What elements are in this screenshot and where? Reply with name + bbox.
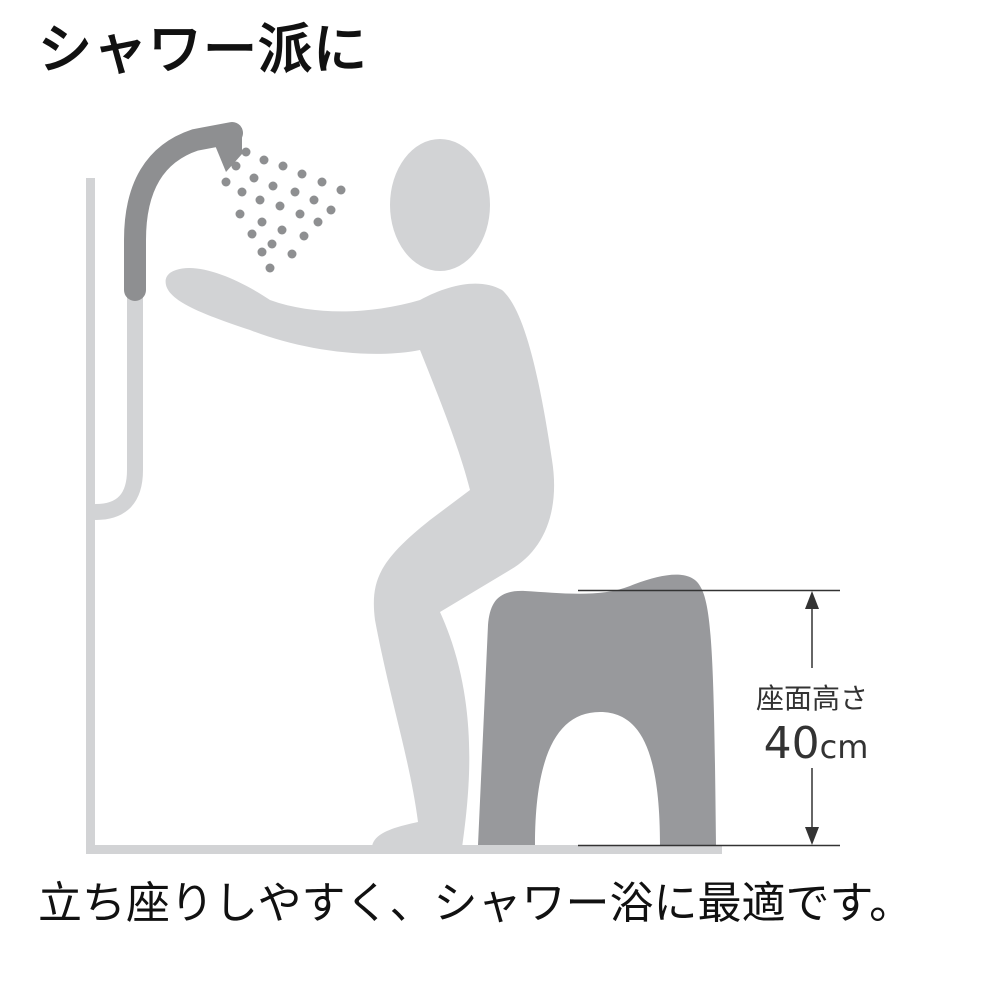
shower-head-icon (124, 122, 243, 301)
seat-height-dimension: 座面高さ 40cm (578, 589, 869, 847)
description-caption: 立ち座りしやすく、シャワー浴に最適です。 (38, 878, 914, 929)
seat-height-unit: cm (820, 728, 869, 766)
bath-stool-icon (478, 574, 716, 845)
seat-height-value-group: 40cm (764, 718, 869, 769)
shower-hose (88, 282, 143, 520)
seat-height-label: 座面高さ (756, 682, 868, 715)
double-arrow-icon (805, 591, 819, 845)
person-figure-icon (165, 139, 555, 848)
seat-height-value: 40 (764, 718, 820, 769)
water-drops (221, 147, 346, 273)
page-title: シャワー派に (38, 18, 368, 81)
